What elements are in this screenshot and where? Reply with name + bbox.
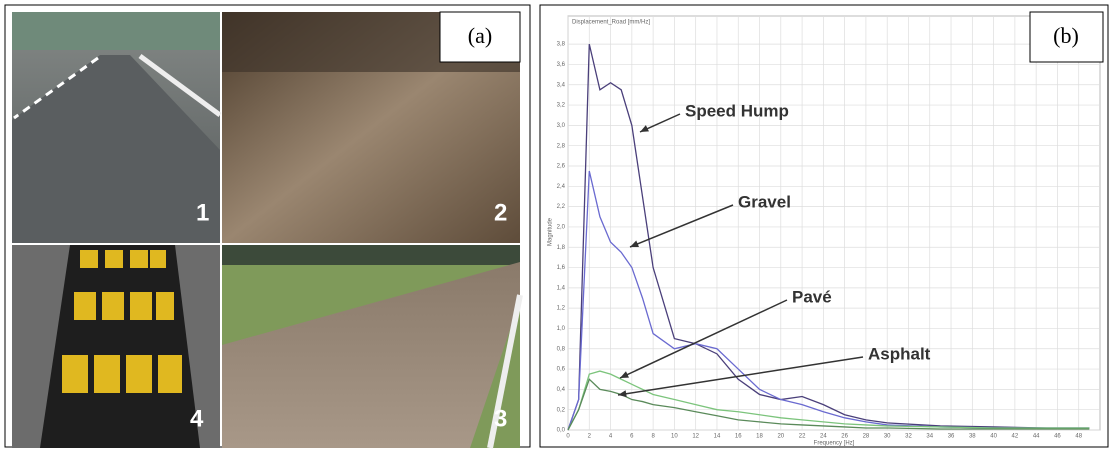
x-tick-label: 28 bbox=[863, 434, 870, 440]
annotation-arrow bbox=[629, 204, 734, 248]
y-tick-label: 2,4 bbox=[557, 184, 566, 190]
photo-asphalt bbox=[12, 12, 222, 243]
x-tick-label: 44 bbox=[1033, 434, 1040, 440]
photo-pave bbox=[222, 245, 523, 449]
y-tick-label: 3,8 bbox=[557, 42, 566, 48]
annotation-arrow bbox=[617, 356, 864, 396]
y-tick-label: 0,8 bbox=[557, 346, 566, 352]
annotation-label: Pavé bbox=[792, 287, 832, 306]
y-tick-label: 1,2 bbox=[557, 306, 566, 312]
x-tick-label: 40 bbox=[990, 434, 997, 440]
y-tick-label: 3,4 bbox=[557, 82, 566, 88]
x-axis-label: Frequency [Hz] bbox=[814, 441, 855, 447]
y-tick-label: 0,2 bbox=[557, 407, 566, 413]
y-tick-label: 2,8 bbox=[557, 143, 566, 149]
x-tick-label: 6 bbox=[630, 434, 634, 440]
y-tick-label: 1,8 bbox=[557, 245, 566, 251]
y-tick-label: 0,6 bbox=[557, 367, 566, 373]
annotation-label: Asphalt bbox=[868, 344, 931, 363]
x-tick-label: 36 bbox=[948, 434, 955, 440]
annotation-label: Gravel bbox=[738, 192, 791, 211]
y-tick-label: 2,0 bbox=[557, 225, 566, 231]
photo-number: 3 bbox=[494, 405, 507, 432]
x-tick-label: 0 bbox=[566, 434, 570, 440]
panel-label-box bbox=[439, 11, 521, 63]
series-line bbox=[567, 170, 1090, 431]
x-tick-label: 10 bbox=[671, 434, 678, 440]
y-axis-label: Magnitude bbox=[548, 217, 554, 246]
x-tick-label: 14 bbox=[714, 434, 721, 440]
x-tick-label: 22 bbox=[799, 434, 806, 440]
x-tick-label: 8 bbox=[651, 434, 655, 440]
photo-number: 1 bbox=[196, 199, 209, 226]
x-tick-label: 18 bbox=[756, 434, 763, 440]
arrow-head bbox=[630, 240, 639, 247]
x-tick-label: 26 bbox=[841, 434, 848, 440]
x-tick-label: 20 bbox=[777, 434, 784, 440]
annotation-arrow bbox=[619, 299, 788, 379]
y-tick-label: 2,2 bbox=[557, 204, 566, 210]
y-tick-label: 1,6 bbox=[557, 265, 566, 271]
x-tick-label: 16 bbox=[735, 434, 742, 440]
series-line bbox=[567, 378, 1090, 431]
panel-label: (b) bbox=[1053, 23, 1079, 48]
photo-speed-hump bbox=[12, 245, 220, 448]
x-tick-label: 48 bbox=[1075, 434, 1082, 440]
panel-label-box bbox=[1029, 11, 1104, 63]
series-line bbox=[567, 370, 1090, 431]
series-line bbox=[567, 44, 1090, 431]
x-tick-label: 34 bbox=[926, 434, 933, 440]
annotation-label: Speed Hump bbox=[685, 101, 789, 120]
x-tick-label: 46 bbox=[1054, 434, 1061, 440]
panel-label: (a) bbox=[468, 23, 492, 48]
x-tick-label: 24 bbox=[820, 434, 827, 440]
y-tick-label: 3,2 bbox=[557, 103, 566, 109]
chart: 0,0 0,2 0,4 0,6 0,8 1,0 1,2 1,4 1,6 1,8 2,0 2,2 2,4 2… bbox=[548, 15, 1101, 447]
x-tick-label: 12 bbox=[692, 434, 699, 440]
chart-title: Displacement_Road [mm/Hz] bbox=[572, 20, 650, 26]
y-tick-label: 0,0 bbox=[557, 428, 566, 434]
y-tick-label: 1,0 bbox=[557, 326, 566, 332]
x-tick-label: 30 bbox=[884, 434, 891, 440]
x-tick-label: 4 bbox=[609, 434, 613, 440]
y-tick-label: 1,4 bbox=[557, 285, 566, 291]
photo-number: 2 bbox=[494, 199, 507, 226]
y-tick-label: 3,0 bbox=[557, 123, 566, 129]
x-tick-label: 42 bbox=[1012, 434, 1019, 440]
arrow-head bbox=[640, 125, 649, 132]
x-tick-label: 2 bbox=[588, 434, 592, 440]
x-tick-label: 32 bbox=[905, 434, 912, 440]
y-tick-label: 0,4 bbox=[557, 387, 566, 393]
y-tick-label: 3,6 bbox=[557, 62, 566, 68]
photo-number: 4 bbox=[190, 405, 204, 432]
arrow-head bbox=[618, 390, 627, 398]
y-tick-label: 2,6 bbox=[557, 164, 566, 170]
plot-area bbox=[567, 15, 1101, 431]
x-tick-label: 38 bbox=[969, 434, 976, 440]
arrow-head bbox=[620, 371, 629, 378]
